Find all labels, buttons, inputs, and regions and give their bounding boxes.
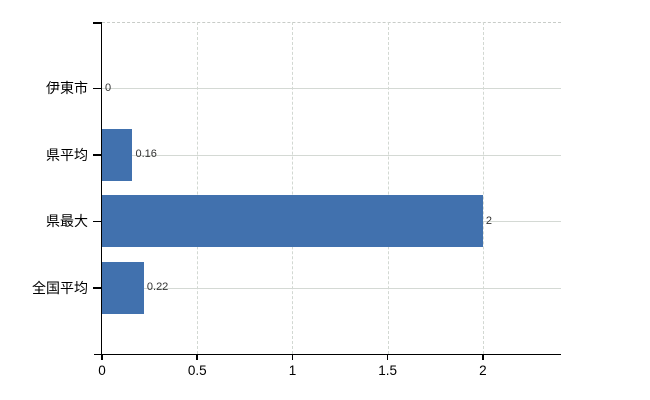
- x-axis-tick: [101, 354, 103, 360]
- x-axis-tick: [482, 354, 484, 360]
- category-label-3: 全国平均: [32, 279, 88, 296]
- bar-2: [102, 195, 483, 248]
- y-axis-end-tick: [93, 22, 102, 24]
- value-label-2: 2: [485, 214, 493, 227]
- x-tick-label-4: 2: [479, 363, 487, 378]
- gridline-vertical: [292, 22, 294, 354]
- x-tick-label-1: 0.5: [187, 363, 207, 378]
- bar-1: [102, 128, 133, 181]
- gridline-horizontal: [102, 154, 561, 156]
- y-axis-tick: [93, 87, 101, 90]
- gridline-vertical: [482, 22, 484, 354]
- category-label-1: 県平均: [46, 146, 88, 163]
- value-label-1: 0.16: [135, 148, 157, 161]
- y-axis-tick: [93, 220, 101, 223]
- gridline-vertical: [387, 22, 389, 354]
- x-tick-label-2: 1: [288, 363, 297, 378]
- value-label-0: 0: [105, 81, 112, 94]
- x-axis-line: [94, 353, 561, 355]
- bar-3: [102, 261, 144, 314]
- x-axis-tick: [196, 354, 198, 360]
- x-axis-tick: [291, 354, 294, 360]
- x-tick-label-3: 1.5: [378, 363, 398, 378]
- y-axis-tick: [93, 154, 101, 156]
- x-tick-label-0: 0: [98, 363, 106, 378]
- y-axis-line: [100, 22, 102, 354]
- value-label-3: 0.22: [146, 281, 169, 294]
- category-label-2: 県最大: [46, 213, 88, 230]
- category-label-0: 伊東市: [46, 80, 88, 97]
- plot-area: [102, 22, 561, 355]
- gridline-horizontal: [102, 287, 561, 289]
- y-axis-tick: [93, 287, 101, 289]
- x-axis-tick: [386, 354, 389, 360]
- gridline-horizontal: [102, 88, 561, 90]
- gridline-vertical: [197, 22, 199, 354]
